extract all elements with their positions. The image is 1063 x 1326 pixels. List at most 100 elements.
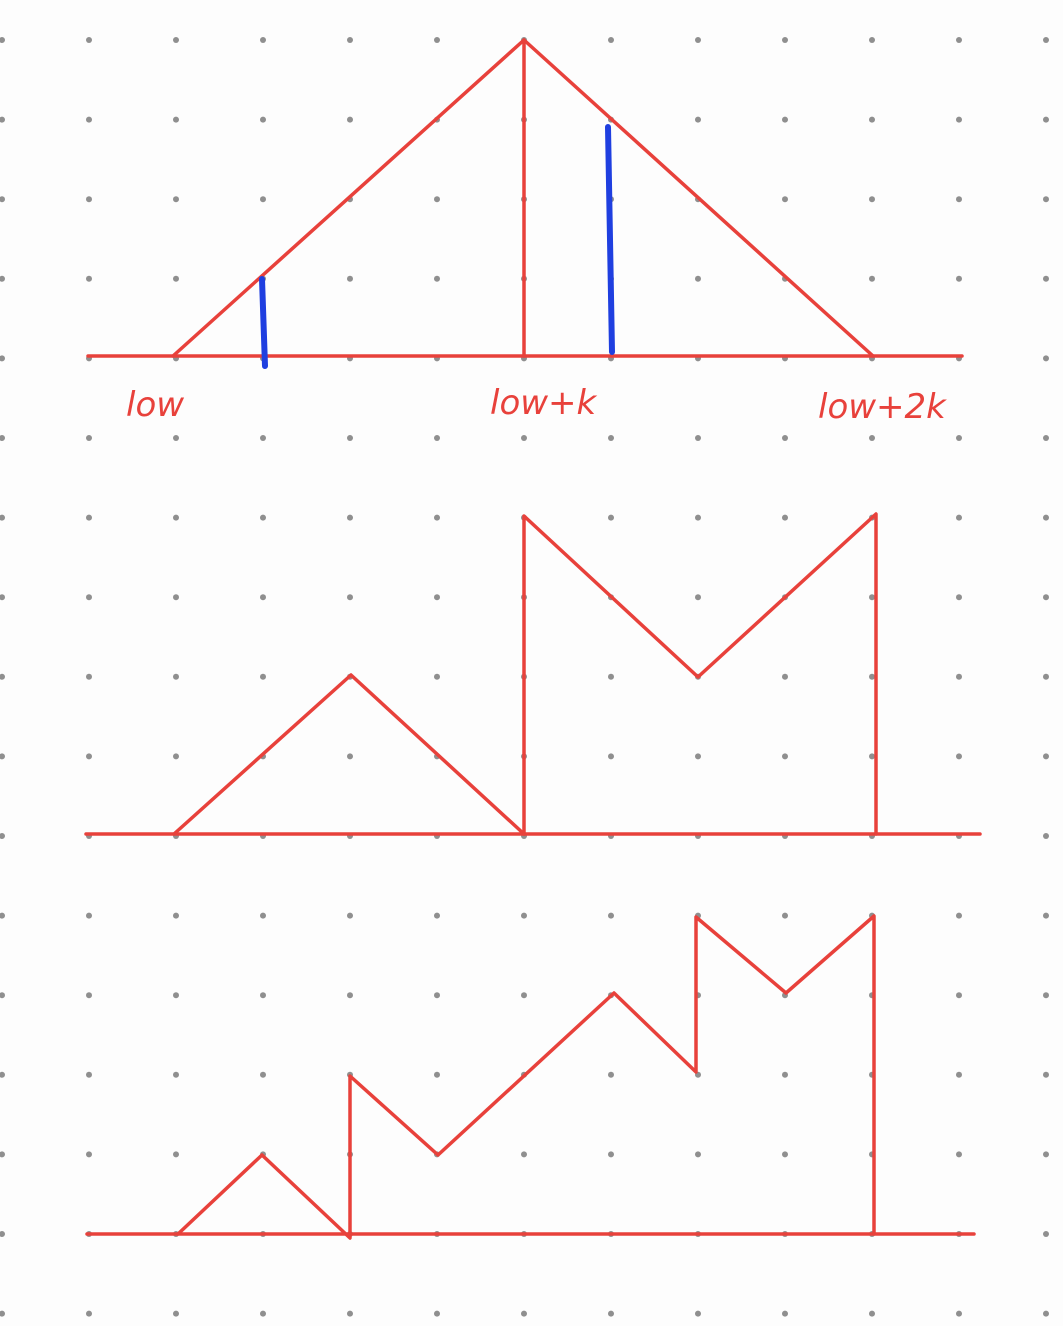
grid-dot <box>0 116 5 123</box>
grid-dot <box>347 753 353 760</box>
grid-dot <box>434 514 440 521</box>
grid-dot <box>782 37 788 43</box>
grid-dot <box>434 37 440 43</box>
grid-dot <box>173 912 179 919</box>
grid-dot <box>956 594 962 601</box>
grid-dot <box>260 514 266 521</box>
grid-dot <box>0 355 5 362</box>
grid-dot <box>86 435 92 441</box>
grid-dot <box>695 275 701 282</box>
grid-dot <box>1043 1071 1049 1078</box>
grid-dot <box>869 37 875 43</box>
grid-dot <box>0 435 5 441</box>
recursive-shape <box>176 914 876 1240</box>
grid-dot <box>521 912 527 919</box>
grid-dot <box>782 1151 788 1158</box>
grid-dot <box>1043 116 1049 123</box>
highlight-segment-left <box>259 276 268 369</box>
grid-dot <box>86 753 92 760</box>
grid-dot <box>0 1231 5 1237</box>
grid-dot <box>695 1151 701 1158</box>
grid-dot <box>695 753 701 760</box>
grid-dot <box>869 435 875 441</box>
grid-dot <box>260 37 266 43</box>
grid-dot <box>173 594 179 601</box>
grid-dot <box>1043 37 1049 43</box>
grid-dot <box>521 992 527 999</box>
grid-dot <box>86 1310 92 1317</box>
grid-dot <box>956 1151 962 1158</box>
grid-dot <box>173 753 179 760</box>
grid-dot <box>869 1310 875 1317</box>
grid-dot <box>0 196 5 203</box>
grid-dot <box>347 594 353 601</box>
grid-dot <box>1043 275 1049 282</box>
grid-dot <box>0 753 5 760</box>
grid-dot <box>956 912 962 919</box>
grid-dot <box>347 514 353 521</box>
grid-dot <box>0 912 5 919</box>
grid-dot <box>0 673 5 680</box>
split-right-shape <box>522 512 878 836</box>
grid-dot <box>0 37 5 43</box>
grid-dot <box>347 992 353 999</box>
grid-dot <box>434 992 440 999</box>
grid-dot <box>0 594 5 601</box>
grid-dot <box>347 1310 353 1317</box>
grid-dot <box>173 275 179 282</box>
grid-dot <box>173 992 179 999</box>
grid-dot <box>347 37 353 43</box>
grid-dot <box>0 992 5 999</box>
grid-dot <box>173 673 179 680</box>
panel-recursive <box>85 914 976 1240</box>
grid-dot <box>260 912 266 919</box>
grid-dot <box>956 116 962 123</box>
grid-dot <box>86 514 92 521</box>
grid-dot <box>956 1071 962 1078</box>
grid-dot <box>347 912 353 919</box>
grid-dot <box>260 116 266 123</box>
grid-dot <box>782 196 788 203</box>
grid-dot <box>173 196 179 203</box>
grid-dot <box>1043 435 1049 441</box>
grid-dot <box>0 514 5 521</box>
grid-dot <box>869 196 875 203</box>
grid-dot <box>173 435 179 441</box>
grid-dot <box>434 1071 440 1078</box>
highlight-segment-right <box>605 124 615 355</box>
grid-dot <box>434 912 440 919</box>
grid-dot <box>782 116 788 123</box>
grid-dot <box>608 514 614 521</box>
grid-dot <box>1043 594 1049 601</box>
grid-dot <box>608 37 614 43</box>
grid-dot <box>782 673 788 680</box>
grid-dot <box>608 435 614 441</box>
grid-dot <box>173 116 179 123</box>
grid-dot <box>521 1151 527 1158</box>
grid-dot <box>695 435 701 441</box>
grid-dot <box>173 1310 179 1317</box>
grid-dot <box>0 1310 5 1317</box>
grid-dot <box>956 435 962 441</box>
grid-dot <box>347 116 353 123</box>
grid-dot <box>86 912 92 919</box>
grid-dot <box>434 275 440 282</box>
grid-dot <box>86 116 92 123</box>
grid-dot <box>695 514 701 521</box>
grid-dot <box>695 116 701 123</box>
grid-dot <box>1043 833 1049 839</box>
grid-dot <box>869 116 875 123</box>
grid-dot <box>695 1310 701 1317</box>
grid-dot <box>956 1310 962 1317</box>
grid-dot <box>695 594 701 601</box>
grid-dot <box>347 435 353 441</box>
grid-dot <box>956 196 962 203</box>
grid-dot <box>86 673 92 680</box>
grid-dot <box>173 37 179 43</box>
grid-dot <box>608 753 614 760</box>
grid-dot <box>173 1151 179 1158</box>
grid-dot <box>956 37 962 43</box>
grid-dot <box>260 594 266 601</box>
label-low: low <box>126 385 184 425</box>
grid-dot <box>1043 1151 1049 1158</box>
